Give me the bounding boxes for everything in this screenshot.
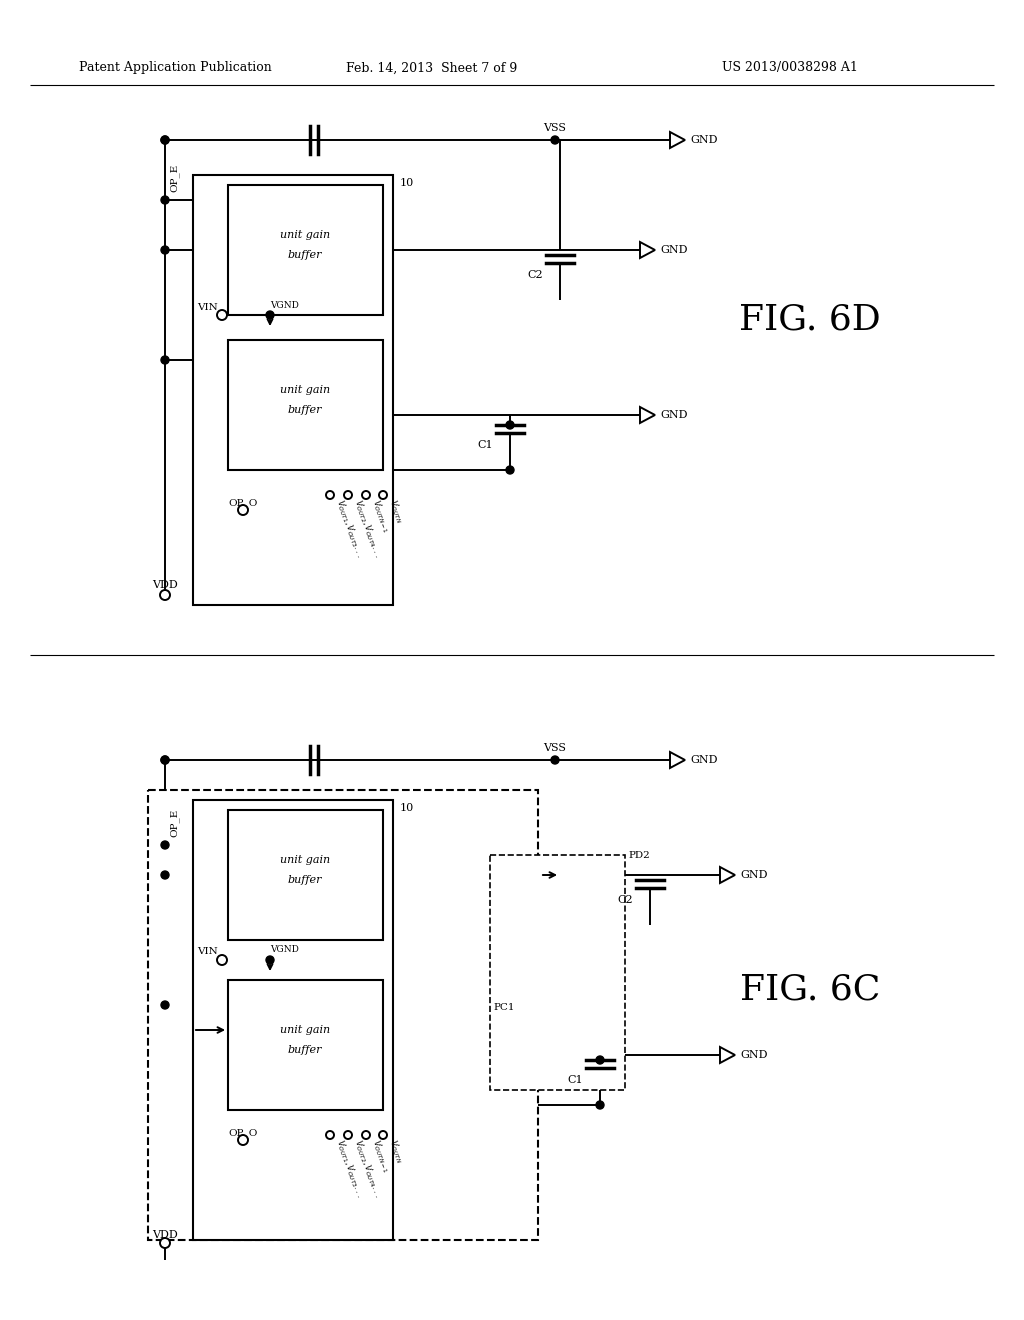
Bar <box>228 341 383 470</box>
Text: Feb. 14, 2013  Sheet 7 of 9: Feb. 14, 2013 Sheet 7 of 9 <box>346 62 517 74</box>
Bar <box>228 979 383 1110</box>
Text: unit gain: unit gain <box>280 1026 330 1035</box>
Circle shape <box>551 756 559 764</box>
Text: buffer: buffer <box>288 249 323 260</box>
Text: VDD: VDD <box>153 1230 178 1239</box>
Circle shape <box>161 756 169 764</box>
Text: buffer: buffer <box>288 875 323 884</box>
Bar <box>228 810 383 940</box>
Bar <box>228 185 383 315</box>
Text: $V_{OUT2},V_{OUT4}...$: $V_{OUT2},V_{OUT4}...$ <box>351 1138 384 1200</box>
Circle shape <box>160 590 170 601</box>
Text: VGND: VGND <box>270 945 299 954</box>
Circle shape <box>379 491 387 499</box>
Bar <box>193 176 393 605</box>
Text: GND: GND <box>660 411 687 420</box>
Text: C1: C1 <box>477 440 493 450</box>
Text: GND: GND <box>690 135 718 145</box>
Circle shape <box>326 491 334 499</box>
Text: VDD: VDD <box>153 579 178 590</box>
Text: GND: GND <box>740 1049 768 1060</box>
Polygon shape <box>720 867 735 883</box>
Circle shape <box>161 136 169 144</box>
Circle shape <box>217 310 227 319</box>
Circle shape <box>161 195 169 205</box>
Text: FIG. 6D: FIG. 6D <box>739 304 881 337</box>
Text: $V_{OUT2},V_{OUT4}...$: $V_{OUT2},V_{OUT4}...$ <box>351 498 384 560</box>
Polygon shape <box>640 407 655 422</box>
Circle shape <box>506 466 514 474</box>
Text: GND: GND <box>740 870 768 880</box>
Text: $V_{OUTN-1}$: $V_{OUTN-1}$ <box>369 1138 392 1175</box>
Circle shape <box>362 491 370 499</box>
Text: 10: 10 <box>400 803 415 813</box>
Text: unit gain: unit gain <box>280 230 330 240</box>
Polygon shape <box>720 1047 735 1063</box>
Text: VSS: VSS <box>544 123 566 133</box>
Circle shape <box>362 1131 370 1139</box>
Text: unit gain: unit gain <box>280 385 330 395</box>
Circle shape <box>217 954 227 965</box>
Text: FIG. 6C: FIG. 6C <box>739 973 881 1007</box>
Circle shape <box>344 1131 352 1139</box>
Text: VSS: VSS <box>544 743 566 752</box>
Text: PD2: PD2 <box>628 851 650 861</box>
Circle shape <box>326 1131 334 1139</box>
Text: VIN: VIN <box>198 948 218 957</box>
Text: C1: C1 <box>567 1074 583 1085</box>
Text: buffer: buffer <box>288 1045 323 1055</box>
Text: PC1: PC1 <box>493 1003 514 1012</box>
Text: GND: GND <box>660 246 687 255</box>
Circle shape <box>160 1238 170 1247</box>
Text: C2: C2 <box>527 271 543 280</box>
Circle shape <box>266 312 274 319</box>
Circle shape <box>266 956 274 964</box>
Text: VGND: VGND <box>270 301 299 309</box>
Circle shape <box>551 136 559 144</box>
Text: C2: C2 <box>617 895 633 906</box>
Text: unit gain: unit gain <box>280 855 330 865</box>
Polygon shape <box>640 242 655 257</box>
Circle shape <box>506 421 514 429</box>
Polygon shape <box>670 132 685 148</box>
Circle shape <box>596 1101 604 1109</box>
Polygon shape <box>670 752 685 768</box>
Text: 10: 10 <box>400 178 415 187</box>
Bar <box>148 789 538 1239</box>
Text: $V_{OUT1},V_{OUT3}...$: $V_{OUT1},V_{OUT3}...$ <box>333 498 366 560</box>
Circle shape <box>238 1135 248 1144</box>
Text: OP_O: OP_O <box>228 498 258 508</box>
Text: GND: GND <box>690 755 718 766</box>
Text: OP_O: OP_O <box>228 1129 258 1138</box>
Circle shape <box>161 841 169 849</box>
Bar <box>193 800 393 1239</box>
Text: US 2013/0038298 A1: US 2013/0038298 A1 <box>722 62 858 74</box>
Text: OP_E: OP_E <box>170 809 179 837</box>
Text: VIN: VIN <box>198 302 218 312</box>
Circle shape <box>238 506 248 515</box>
Circle shape <box>161 1001 169 1008</box>
Text: Patent Application Publication: Patent Application Publication <box>79 62 271 74</box>
Text: OP_E: OP_E <box>170 164 179 191</box>
Circle shape <box>161 136 169 144</box>
Circle shape <box>596 1056 604 1064</box>
Text: buffer: buffer <box>288 405 323 414</box>
Circle shape <box>161 756 169 764</box>
Circle shape <box>379 1131 387 1139</box>
Text: $V_{OUTN-1}$: $V_{OUTN-1}$ <box>369 498 392 535</box>
Bar <box>490 855 625 1090</box>
Circle shape <box>161 871 169 879</box>
Circle shape <box>161 246 169 253</box>
Circle shape <box>344 491 352 499</box>
Text: $V_{OUTN}$: $V_{OUTN}$ <box>386 498 407 525</box>
Text: $V_{OUTN}$: $V_{OUTN}$ <box>386 1138 407 1166</box>
Circle shape <box>161 356 169 364</box>
Text: $V_{OUT1},V_{OUT3}...$: $V_{OUT1},V_{OUT3}...$ <box>333 1138 366 1200</box>
